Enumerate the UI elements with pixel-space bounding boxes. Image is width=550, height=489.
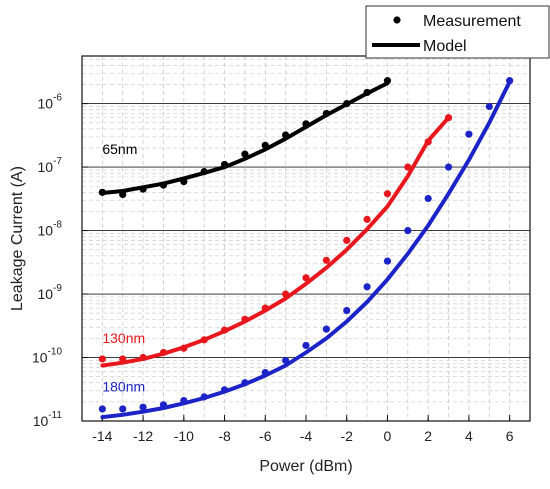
measurement-point-180nm [220, 386, 229, 394]
measurement-point-130nm [322, 256, 330, 264]
series-annotations: 65nm 130nm 180nm [102, 141, 145, 395]
measurement-point-180nm [404, 226, 412, 235]
x-tick-label: -14 [92, 428, 112, 444]
measurement-point-180nm [302, 341, 310, 350]
x-tick-label: -10 [174, 428, 194, 444]
x-tick-label: 4 [465, 428, 473, 444]
x-tick-label: -6 [259, 428, 272, 444]
measurement-point-65nm [98, 188, 106, 196]
y-tick-exponent: -9 [53, 283, 62, 294]
measurement-point-130nm [98, 355, 106, 363]
measurement-point-130nm [200, 336, 208, 344]
measurement-point-180nm [119, 405, 127, 413]
measurement-point-180nm [241, 379, 249, 387]
measurement-point-180nm [139, 403, 147, 411]
measurement-point-130nm [404, 163, 412, 171]
x-tick-label: -12 [133, 428, 153, 444]
measurement-point-180nm [200, 393, 208, 401]
measurement-point-65nm [159, 181, 168, 189]
measurement-point-130nm [241, 315, 249, 323]
y-tick-exponent: -8 [53, 220, 62, 231]
x-tick-label: -2 [341, 428, 354, 444]
measurement-point-180nm [98, 405, 106, 413]
measurement-point-65nm [200, 167, 208, 176]
series-label-65nm: 65nm [102, 141, 137, 157]
measurement-point-65nm [322, 109, 330, 118]
measurement-point-180nm [159, 401, 168, 409]
measurement-point-130nm [424, 138, 432, 146]
legend-label-model: Model [423, 38, 467, 55]
measurement-point-180nm [343, 306, 351, 315]
measurement-point-65nm [282, 131, 290, 139]
legend-label-measurement: Measurement [423, 13, 521, 30]
measurement-point-130nm [444, 114, 453, 122]
measurement-point-180nm [383, 257, 392, 265]
measurement-point-65nm [180, 178, 188, 186]
y-tick-exponent: -7 [53, 156, 62, 167]
measurement-point-65nm [220, 160, 229, 169]
x-tick-label: 6 [506, 428, 514, 444]
x-tick-label: -8 [218, 428, 231, 444]
y-axis-label: Leakage Current (A) [9, 166, 26, 311]
measurement-point-65nm [261, 141, 269, 149]
measurement-point-65nm [139, 185, 147, 193]
model-line-180nm [100, 79, 512, 420]
series-layer [98, 77, 514, 420]
x-tick-label: -4 [300, 428, 313, 444]
measurement-point-180nm [506, 77, 514, 85]
measurement-point-180nm [363, 283, 371, 291]
measurement-point-130nm [261, 304, 269, 312]
y-tick-exponent: -10 [48, 347, 63, 358]
x-tick-label: 0 [384, 428, 392, 444]
measurement-point-130nm [302, 274, 310, 282]
measurement-point-180nm [465, 130, 473, 138]
y-tick-exponent: -11 [48, 410, 62, 421]
measurement-point-180nm [444, 163, 453, 171]
model-line-130nm [100, 115, 451, 368]
measurement-point-130nm [343, 236, 351, 244]
measurement-point-180nm [485, 102, 493, 111]
measurement-point-130nm [282, 290, 290, 298]
measurement-point-130nm [159, 348, 168, 357]
measurement-point-130nm [119, 355, 127, 363]
series-label-130nm: 130nm [102, 330, 145, 346]
measurement-point-180nm [424, 194, 432, 203]
measurement-point-65nm [383, 77, 392, 85]
measurement-point-180nm [322, 325, 330, 333]
legend-box [365, 5, 550, 59]
measurement-point-130nm [363, 215, 371, 223]
measurement-point-130nm [180, 344, 188, 352]
legend-marker-icon [393, 16, 401, 24]
legend: Measurement Model [365, 5, 550, 59]
y-tick-exponent: -6 [53, 93, 62, 104]
measurement-point-65nm [302, 120, 310, 128]
measurement-point-130nm [220, 326, 229, 334]
measurement-point-180nm [282, 356, 290, 365]
measurement-point-130nm [383, 190, 392, 198]
measurement-point-180nm [261, 368, 269, 377]
measurement-point-180nm [180, 396, 188, 405]
measurement-point-65nm [343, 100, 351, 108]
measurement-point-65nm [363, 88, 371, 97]
model-line-65nm [100, 81, 390, 195]
measurement-point-65nm [119, 190, 127, 199]
x-tick-label: 2 [424, 428, 432, 444]
measurement-point-65nm [241, 150, 249, 158]
series-label-180nm: 180nm [102, 379, 145, 395]
measurement-point-130nm [139, 353, 147, 362]
x-axis-label: Power (dBm) [259, 458, 352, 475]
